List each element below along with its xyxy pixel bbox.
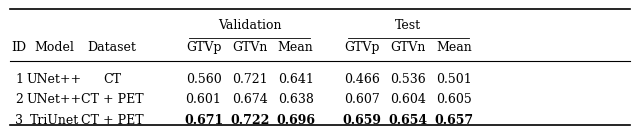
- Text: GTVp: GTVp: [186, 41, 221, 54]
- Text: 0.638: 0.638: [278, 93, 314, 106]
- Text: 0.657: 0.657: [435, 114, 474, 127]
- Text: Test: Test: [396, 19, 421, 32]
- Text: 0.654: 0.654: [388, 114, 428, 127]
- Text: 0.605: 0.605: [436, 93, 472, 106]
- Text: CT: CT: [103, 73, 121, 86]
- Text: 0.501: 0.501: [436, 73, 472, 86]
- Text: Mean: Mean: [278, 41, 314, 54]
- Text: 0.607: 0.607: [344, 93, 380, 106]
- Text: Validation: Validation: [218, 19, 282, 32]
- Text: 3: 3: [15, 114, 23, 127]
- Text: 0.696: 0.696: [276, 114, 315, 127]
- Text: TriUnet: TriUnet: [30, 114, 79, 127]
- Text: 0.641: 0.641: [278, 73, 314, 86]
- Text: 0.601: 0.601: [186, 93, 221, 106]
- Text: 0.659: 0.659: [342, 114, 381, 127]
- Text: 0.722: 0.722: [230, 114, 269, 127]
- Text: 0.604: 0.604: [390, 93, 426, 106]
- Text: CT + PET: CT + PET: [81, 114, 143, 127]
- Text: 0.560: 0.560: [186, 73, 221, 86]
- Text: UNet++: UNet++: [27, 93, 82, 106]
- Text: GTVn: GTVn: [390, 41, 426, 54]
- Text: 0.536: 0.536: [390, 73, 426, 86]
- Text: 0.721: 0.721: [232, 73, 268, 86]
- Text: 0.674: 0.674: [232, 93, 268, 106]
- Text: 0.671: 0.671: [184, 114, 223, 127]
- Text: 2: 2: [15, 93, 23, 106]
- Text: Model: Model: [35, 41, 74, 54]
- Text: GTVp: GTVp: [344, 41, 380, 54]
- Text: Mean: Mean: [436, 41, 472, 54]
- Text: CT + PET: CT + PET: [81, 93, 143, 106]
- Text: 0.466: 0.466: [344, 73, 380, 86]
- Text: GTVn: GTVn: [232, 41, 268, 54]
- Text: ID: ID: [12, 41, 27, 54]
- Text: 1: 1: [15, 73, 23, 86]
- Text: UNet++: UNet++: [27, 73, 82, 86]
- Text: Dataset: Dataset: [88, 41, 136, 54]
